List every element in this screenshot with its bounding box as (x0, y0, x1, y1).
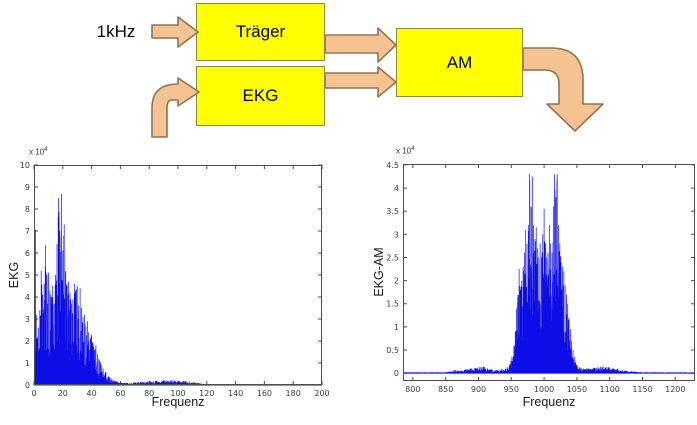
x-axis-label: Frequenz (522, 395, 576, 409)
y-axis-exponent-label: x 104 (396, 146, 414, 156)
x-tick-label: 1050 (567, 385, 587, 394)
x-tick-label: 60 (115, 389, 125, 398)
exponent-power: 4 (44, 147, 48, 153)
exponent-power: 4 (411, 146, 415, 152)
am-block-diagram: 1kHz Träger EKG AM (0, 0, 697, 142)
x-tick-label: 0 (31, 389, 36, 398)
y-tick-label: 0.5 (386, 346, 399, 355)
axes-box (403, 164, 695, 381)
y-tick-label: 3.5 (386, 207, 399, 216)
am-block: AM (396, 28, 523, 97)
y-tick-label: 2.5 (386, 254, 399, 263)
y-tick-label: 4.5 (386, 161, 399, 170)
x-tick-label: 800 (405, 385, 420, 394)
axes-box (34, 165, 322, 385)
ekg-spectrum-chart: 0 20 40 60 80 100 120 140 160 180 200 0 1 2 3 4 5 6 7 8 9 10 … (0, 145, 345, 420)
y-tick-label: 9 (25, 183, 30, 192)
traeger-block: Träger (196, 3, 325, 61)
y-tick-label: 5 (25, 271, 30, 280)
x-tick-label: 20 (58, 389, 68, 398)
x-tick-label: 180 (286, 389, 301, 398)
y-axis-label: EKG (7, 261, 21, 289)
y-tick-label: 8 (25, 205, 30, 214)
x-tick-label: 100 (170, 389, 185, 398)
y-tick-label: 4 (394, 184, 399, 193)
x-tick-label: 120 (199, 389, 214, 398)
y-axis-label: EKG-AM (372, 247, 386, 297)
y-tick-label: 2 (25, 337, 30, 346)
curved-arrow-up-right-icon (151, 77, 200, 138)
y-tick-label: 0 (394, 369, 399, 378)
ekg-spectrum-plot-area: 0 20 40 60 80 100 120 140 160 180 200 0 1 2 3 4 5 6 7 8 9 10 (0, 145, 345, 425)
curved-arrow-down-icon (522, 47, 604, 132)
y-tick-label: 1.5 (386, 300, 399, 309)
arrow-right-icon (151, 16, 199, 48)
x-tick-label: 1100 (600, 385, 620, 394)
exponent-prefix: x 10 (396, 146, 412, 156)
x-tick-label: 850 (438, 385, 453, 394)
x-tick-label: 160 (257, 389, 272, 398)
y-tick-label: 1 (25, 359, 30, 368)
y-tick-label: 1 (394, 323, 399, 332)
y-axis-exponent-label: x 104 (29, 147, 47, 157)
am-block-label: AM (446, 52, 473, 72)
ekg-am-spectrum-chart: 800 850 900 950 1000 1050 1100 1150 1200 0 0.5 1 1.5… (355, 145, 697, 420)
x-tick-label: 80 (144, 389, 154, 398)
y-tick-label: 6 (25, 249, 30, 258)
ekg-block-label: EKG (242, 86, 279, 105)
input-frequency-label: 1kHz (96, 22, 136, 41)
y-tick-label: 7 (25, 227, 30, 236)
tick-marks (403, 164, 695, 381)
y-tick-label: 3 (394, 230, 399, 239)
x-axis-label: Frequenz (151, 395, 205, 409)
axis-ticks: 800 850 900 950 1000 1050 1100 1150 1200 0 0.5 1 1.5… (386, 161, 695, 394)
y-tick-label: 2 (394, 277, 399, 286)
x-tick-label: 1200 (665, 385, 685, 394)
x-tick-label: 40 (87, 389, 97, 398)
y-tick-label: 10 (20, 161, 30, 170)
x-tick-label: 1000 (534, 385, 554, 394)
ekg-spectrum-svg: 0 20 40 60 80 100 120 140 160 180 200 0 1 2 3 4 5 6 7 8 9 10 (20, 161, 330, 398)
spectrum-series (33, 193, 323, 385)
exponent-prefix: x 10 (29, 147, 45, 157)
arrow-right-icon (324, 66, 397, 98)
y-tick-label: 4 (25, 293, 30, 302)
arrow-right-icon (324, 27, 397, 63)
x-tick-label: 140 (228, 389, 243, 398)
ekg-am-spectrum-svg: 800 850 900 950 1000 1050 1100 1150 1200 0 0.5 1 1.5… (386, 161, 696, 394)
x-tick-label: 200 (314, 389, 329, 398)
spectrum-series (402, 174, 696, 374)
y-tick-label: 3 (25, 315, 30, 324)
x-tick-label: 900 (471, 385, 486, 394)
x-tick-label: 1150 (632, 385, 652, 394)
traeger-block-label: Träger (235, 22, 286, 41)
ekg-am-spectrum-plot-area: 800 850 900 950 1000 1050 1100 1150 1200 0 0.5 1 1.5… (355, 145, 697, 425)
x-tick-label: 950 (504, 385, 519, 394)
y-tick-label: 0 (25, 381, 30, 390)
ekg-block: EKG (196, 66, 325, 126)
